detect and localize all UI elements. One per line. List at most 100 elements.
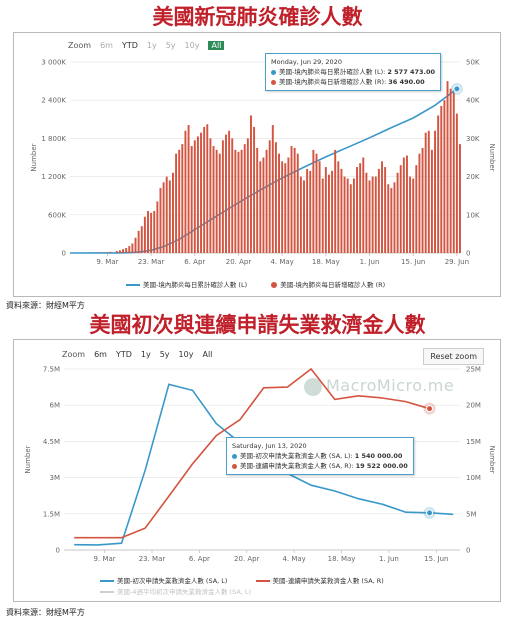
zoom-6m-button[interactable]: 6m bbox=[94, 350, 107, 359]
red-dot-icon bbox=[232, 463, 237, 469]
legend-item-4wk-avg[interactable]: 美國-4週平均初次申請失業救濟金人數 (SA, L) bbox=[100, 588, 251, 596]
x-tick-label: 4. May bbox=[282, 555, 305, 563]
zoom-ytd-button[interactable]: YTD bbox=[115, 350, 132, 359]
daily-cases-bar bbox=[299, 176, 302, 253]
chart2-title: 美國初次與連續申請失業救濟金人數 bbox=[89, 312, 426, 337]
daily-cases-bar bbox=[171, 172, 174, 253]
zoom-ytd-button[interactable]: YTD bbox=[121, 41, 138, 50]
zoom-all-button[interactable]: All bbox=[202, 350, 213, 359]
line-swatch-icon bbox=[126, 284, 140, 286]
y-axis-title-left: Number bbox=[30, 143, 38, 171]
y-tick-label-left: 3M bbox=[50, 474, 61, 482]
daily-cases-bar bbox=[125, 248, 128, 253]
daily-cases-bar bbox=[318, 161, 321, 253]
chart1-title: 美國新冠肺炎確診人數 bbox=[152, 4, 363, 29]
x-tick-label: 1. Jun bbox=[360, 258, 380, 266]
chart1-plot[interactable]: 0 0 600K 10K 1 200K 20K 1 800K 30K 2 400K 40K 3 00… bbox=[14, 33, 502, 298]
zoom-5y-button[interactable]: 5y bbox=[159, 350, 170, 359]
y-tick-label-left: 2 400K bbox=[41, 97, 66, 105]
zoom-6m-button[interactable]: 6m bbox=[100, 41, 113, 50]
daily-cases-bar bbox=[237, 151, 240, 253]
y-tick-label-right: 25M bbox=[466, 366, 481, 374]
x-tick-label: 18. May bbox=[312, 258, 340, 266]
legend-item-daily[interactable]: 美國-境內肺炎每日新增確診人數 (R) bbox=[271, 281, 385, 289]
hover-marker bbox=[453, 85, 461, 93]
daily-cases-bar bbox=[103, 252, 106, 253]
zoom-1y-button[interactable]: 1y bbox=[146, 41, 157, 50]
zoom-10y-button[interactable]: 10y bbox=[184, 41, 200, 50]
daily-cases-bar bbox=[452, 92, 455, 253]
chart1-source: 資料來源：財經M平方 bbox=[6, 301, 85, 310]
y-tick-label-right: 0 bbox=[466, 547, 470, 555]
x-tick-label: 15. Jun bbox=[401, 258, 425, 266]
daily-cases-bar bbox=[262, 157, 265, 253]
daily-cases-bar bbox=[156, 201, 159, 253]
daily-cases-bar bbox=[327, 174, 330, 253]
legend-item-cumulative[interactable]: 美國-境內肺炎每日累計確診人數 (L) bbox=[126, 281, 247, 289]
y-tick-label-left: 4.5M bbox=[43, 438, 60, 446]
zoom-1y-button[interactable]: 1y bbox=[140, 350, 151, 359]
daily-cases-bar bbox=[118, 250, 121, 253]
daily-cases-bar bbox=[424, 132, 427, 253]
daily-cases-bar bbox=[218, 153, 221, 253]
daily-cases-bar bbox=[271, 125, 274, 253]
daily-cases-bar bbox=[387, 184, 390, 253]
y-tick-label-left: 6M bbox=[50, 402, 61, 410]
daily-cases-bar bbox=[196, 136, 199, 253]
y-tick-label-right: 5M bbox=[466, 510, 477, 518]
daily-cases-bar bbox=[337, 161, 340, 253]
circle-swatch-icon bbox=[271, 282, 278, 288]
daily-cases-bar bbox=[455, 113, 458, 253]
x-tick-label: 6. Apr bbox=[189, 555, 210, 563]
daily-cases-bar bbox=[390, 188, 393, 253]
y-tick-label-right: 40K bbox=[466, 97, 480, 105]
daily-cases-bar bbox=[143, 216, 146, 253]
chart2-source: 資料來源：財經M平方 bbox=[6, 608, 85, 617]
daily-cases-bar bbox=[203, 126, 206, 253]
y-tick-label-left: 0 bbox=[56, 547, 60, 555]
daily-cases-bar bbox=[371, 176, 374, 253]
daily-cases-bar bbox=[396, 172, 399, 253]
daily-cases-bar bbox=[443, 100, 446, 253]
daily-cases-bar bbox=[131, 243, 134, 253]
daily-cases-bar bbox=[206, 124, 209, 254]
x-tick-label: 9. Mar bbox=[94, 555, 116, 563]
daily-cases-bar bbox=[346, 178, 349, 253]
blue-dot-icon bbox=[271, 69, 276, 75]
zoom-10y-button[interactable]: 10y bbox=[178, 350, 194, 359]
legend-item-initial[interactable]: 美國-初次申請失業救濟金人數 (SA, L) bbox=[100, 577, 227, 585]
daily-cases-bar bbox=[340, 168, 343, 253]
daily-cases-bar bbox=[240, 149, 243, 253]
daily-cases-bar bbox=[321, 178, 324, 253]
hover-marker bbox=[426, 509, 434, 517]
daily-cases-bar bbox=[352, 178, 355, 253]
chart1-panel: Zoom 6m YTD 1y 5y 10y All 0 0 600K 10K 1 200… bbox=[13, 32, 501, 297]
tooltip-date: Monday, Jun 29, 2020 bbox=[271, 58, 342, 66]
daily-cases-bar bbox=[193, 140, 196, 253]
zoom-all-button[interactable]: All bbox=[208, 41, 225, 50]
daily-cases-bar bbox=[384, 167, 387, 253]
daily-cases-bar bbox=[365, 172, 368, 253]
daily-cases-bar bbox=[212, 146, 215, 253]
legend-item-continuing[interactable]: 美國-連續申請失業救濟金人數 (SA, R) bbox=[255, 577, 384, 585]
daily-cases-bar bbox=[265, 149, 268, 253]
daily-cases-bar bbox=[309, 170, 312, 253]
daily-cases-bar bbox=[228, 130, 231, 253]
zoom-5y-button[interactable]: 5y bbox=[165, 41, 176, 50]
tooltip-line1: 美國-境內肺炎每日累計確診人數 (L): bbox=[279, 68, 388, 76]
daily-cases-bar bbox=[434, 130, 437, 253]
daily-cases-bar bbox=[343, 176, 346, 253]
daily-cases-bar bbox=[306, 168, 309, 253]
daily-cases-bar bbox=[315, 153, 318, 253]
daily-cases-bar bbox=[168, 180, 171, 253]
legend-label: 美國-4週平均初次申請失業救濟金人數 (SA, L) bbox=[117, 588, 252, 596]
y-tick-label-left: 7.5M bbox=[43, 366, 60, 374]
reset-zoom-button[interactable]: Reset zoom bbox=[423, 348, 484, 365]
daily-cases-bar bbox=[415, 165, 418, 253]
y-tick-label-right: 30K bbox=[466, 135, 480, 143]
daily-cases-bar bbox=[296, 153, 299, 253]
daily-cases-bar bbox=[256, 147, 259, 253]
daily-cases-bar bbox=[324, 167, 327, 253]
daily-cases-bar bbox=[178, 149, 181, 253]
y-tick-label-left: 1 800K bbox=[41, 135, 66, 143]
